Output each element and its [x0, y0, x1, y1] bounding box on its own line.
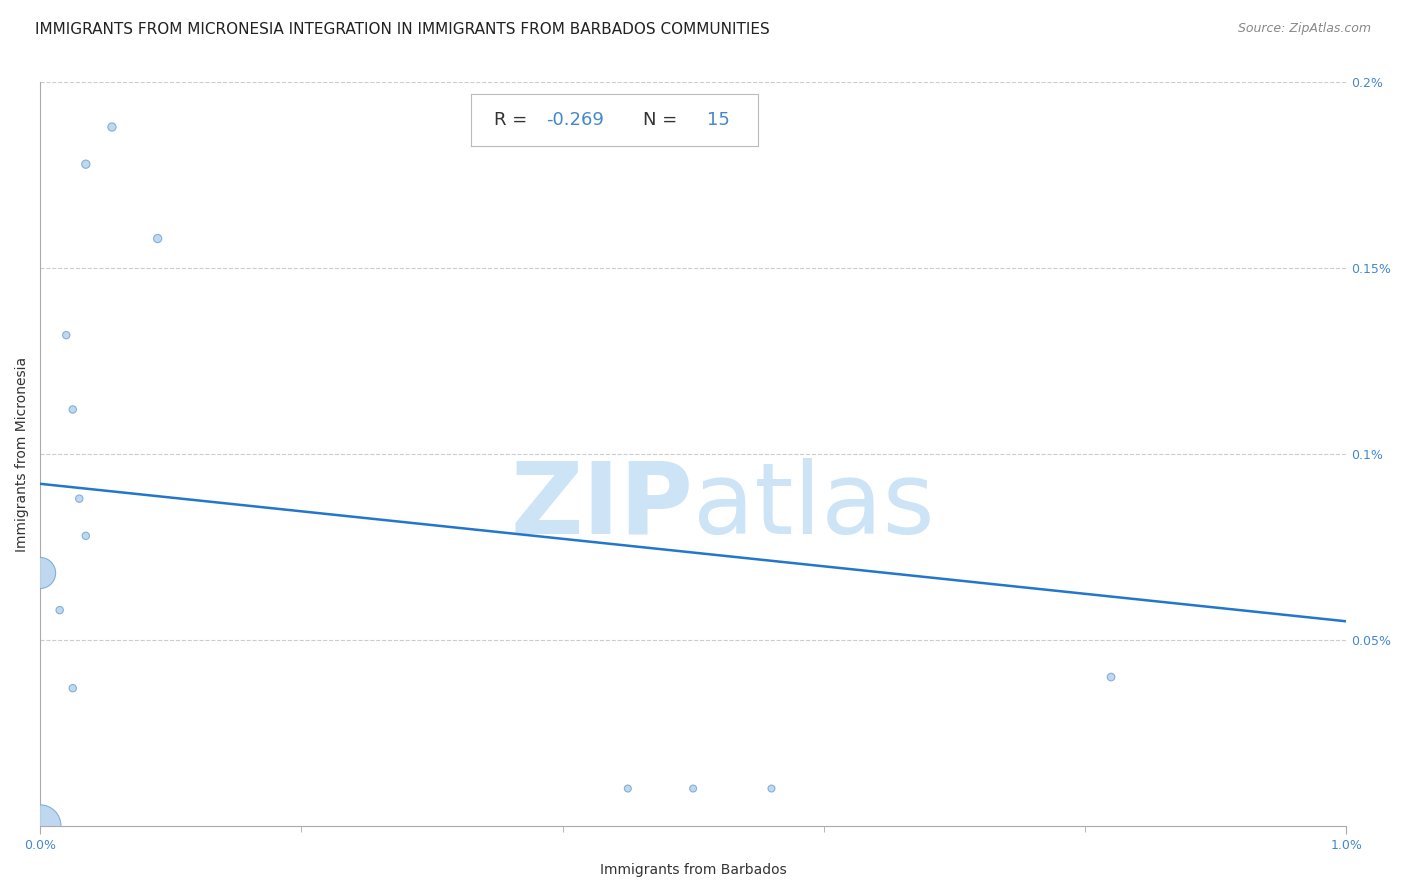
Point — [761, 781, 783, 796]
Text: IMMIGRANTS FROM MICRONESIA INTEGRATION IN IMMIGRANTS FROM BARBADOS COMMUNITIES: IMMIGRANTS FROM MICRONESIA INTEGRATION I… — [35, 22, 770, 37]
Point — [67, 491, 90, 506]
Point — [101, 120, 124, 134]
Text: Source: ZipAtlas.com: Source: ZipAtlas.com — [1237, 22, 1371, 36]
Point — [75, 529, 97, 543]
Point — [30, 566, 52, 580]
Text: atlas: atlas — [693, 458, 935, 555]
Point — [682, 781, 704, 796]
Point — [62, 681, 84, 696]
Point — [146, 231, 169, 245]
Point — [48, 603, 70, 617]
Point — [1099, 670, 1122, 684]
Point — [62, 402, 84, 417]
X-axis label: Immigrants from Barbados: Immigrants from Barbados — [600, 863, 786, 877]
Point — [617, 781, 640, 796]
Point — [30, 819, 52, 833]
Point — [75, 157, 97, 171]
Y-axis label: Immigrants from Micronesia: Immigrants from Micronesia — [15, 357, 30, 551]
Point — [55, 328, 77, 343]
Text: ZIP: ZIP — [510, 458, 693, 555]
